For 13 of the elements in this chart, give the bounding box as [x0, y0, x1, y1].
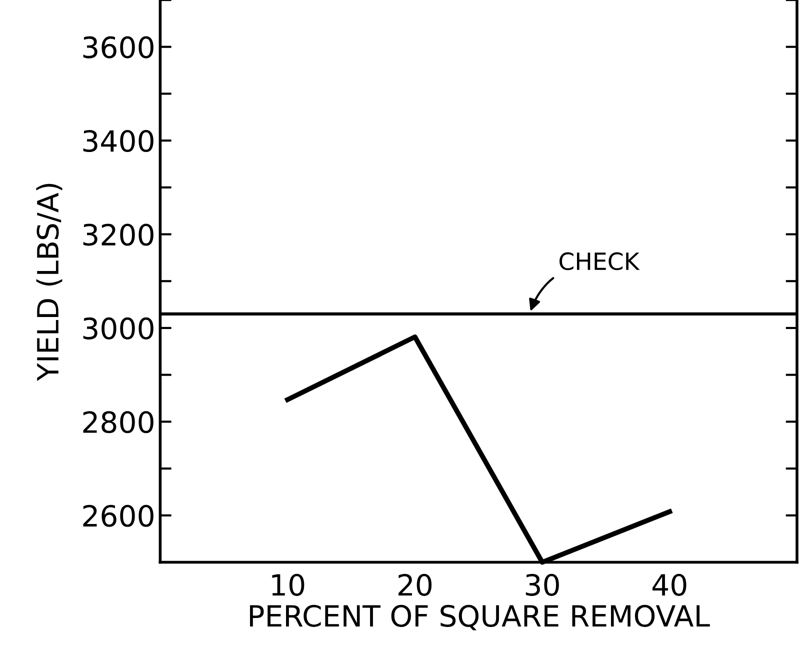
y-tick-label: 3600	[83, 36, 154, 58]
x-tick-label: 30	[526, 574, 559, 596]
x-tick-label: 20	[398, 574, 432, 596]
ref-line-label: CHECK	[560, 252, 640, 270]
y-tick-label: 2600	[83, 504, 154, 527]
y-tick-label: 3400	[83, 130, 154, 152]
x-tick-label: 40	[652, 574, 686, 596]
x-axis-title: PERCENT OF SQUARE REMOVAL	[250, 604, 710, 630]
y-tick-label: 2800	[83, 411, 154, 434]
x-tick-label: 10	[272, 574, 304, 596]
y-tick-label: 3200	[83, 224, 154, 246]
y-tick-label: 3000	[83, 317, 154, 340]
y-axis-title: YIELD (LBS/A)	[36, 184, 62, 381]
